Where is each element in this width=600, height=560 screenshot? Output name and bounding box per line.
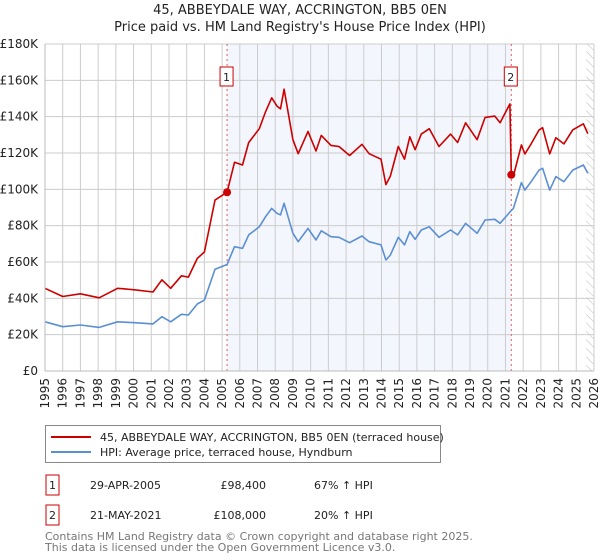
legend-label-hpi: HPI: Average price, terraced house, Hynd… (100, 446, 353, 459)
x-tick-label: 2014 (374, 378, 388, 409)
sale-price: £98,400 (221, 479, 267, 492)
x-tick-label: 2012 (339, 378, 353, 409)
x-tick-label: 2006 (233, 378, 247, 409)
shaded-period (227, 44, 512, 371)
y-tick-label: £60K (7, 255, 39, 269)
sale-marker-box (503, 66, 518, 87)
x-tick-label: 2016 (410, 378, 424, 409)
x-tick-label: 2011 (321, 378, 335, 409)
x-tick-label: 2007 (251, 378, 265, 409)
sale-row-1: 1 29-APR-2005 £98,400 67% ↑ HPI (45, 474, 373, 496)
x-tick-label: 2002 (162, 378, 176, 409)
x-tick-label: 2024 (552, 378, 566, 409)
x-tick-label: 2015 (392, 378, 406, 409)
sale-point (223, 188, 232, 197)
x-tick-label: 1995 (38, 378, 52, 409)
x-tick-label: 2010 (304, 378, 318, 409)
sale-date: 29-APR-2005 (90, 479, 161, 492)
chart-subtitle: Price paid vs. HM Land Registry's House … (114, 20, 486, 35)
x-tick-label: 2013 (357, 378, 371, 409)
x-tick-label: 1999 (109, 378, 123, 409)
x-tick-label: 2004 (197, 378, 211, 409)
y-tick-label: £140K (0, 110, 39, 124)
legend: 45, ABBEYDALE WAY, ACCRINGTON, BB5 0EN (… (45, 425, 444, 463)
y-tick-label: £100K (0, 182, 39, 196)
x-tick-label: 2019 (463, 378, 477, 409)
x-tick-label: 2005 (215, 378, 229, 409)
y-tick-label: £120K (0, 146, 39, 160)
footer-licence: This data is licensed under the Open Gov… (44, 541, 395, 554)
sale-point (507, 170, 516, 179)
sale-marker-label: 2 (507, 71, 514, 84)
x-tick-label: 2023 (534, 378, 548, 409)
y-tick-label: £160K (0, 73, 39, 87)
x-tick-label: 2021 (498, 378, 512, 409)
forecast-hatch (586, 44, 594, 371)
hpi-line (44, 164, 589, 329)
x-tick-label: 2000 (127, 378, 141, 409)
x-tick-label: 2020 (481, 378, 495, 409)
x-tick-label: 1996 (56, 378, 70, 409)
sale-hpi-diff: 20% ↑ HPI (314, 509, 373, 522)
x-tick-label: 2022 (516, 378, 530, 409)
sale-marker-label: 1 (223, 71, 230, 84)
x-tick-label: 1998 (91, 378, 105, 409)
price-paid-line (44, 88, 589, 299)
footer-copyright: Contains HM Land Registry data © Crown c… (45, 530, 473, 543)
sale-marker-label: 1 (49, 479, 56, 492)
x-tick-label: 2008 (268, 378, 282, 409)
x-tick-label: 2009 (286, 378, 300, 409)
x-tick-label: 2025 (569, 378, 583, 409)
y-tick-label: £180K (0, 37, 39, 51)
x-tick-label: 2001 (144, 378, 158, 409)
y-tick-label: £0 (23, 364, 38, 378)
y-tick-label: £20K (7, 328, 39, 342)
sale-hpi-diff: 67% ↑ HPI (314, 479, 373, 492)
y-tick-label: £40K (7, 291, 39, 305)
chart-title: 45, ABBEYDALE WAY, ACCRINGTON, BB5 0EN (153, 3, 447, 18)
sale-marker-label: 2 (49, 509, 56, 522)
y-tick-label: £80K (7, 219, 39, 233)
x-tick-label: 2026 (587, 378, 600, 409)
sale-date: 21-MAY-2021 (90, 509, 162, 522)
sales-table: 1 29-APR-2005 £98,400 67% ↑ HPI 2 21-MAY… (45, 474, 373, 526)
sale-price: £108,000 (214, 509, 267, 522)
x-tick-label: 1997 (73, 378, 87, 409)
x-tick-label: 2003 (180, 378, 194, 409)
x-tick-label: 2017 (428, 378, 442, 409)
sale-row-2: 2 21-MAY-2021 £108,000 20% ↑ HPI (45, 504, 373, 526)
legend-label-price: 45, ABBEYDALE WAY, ACCRINGTON, BB5 0EN (… (100, 431, 444, 444)
sale-marker-box (219, 66, 234, 87)
x-tick-label: 2018 (445, 378, 459, 409)
